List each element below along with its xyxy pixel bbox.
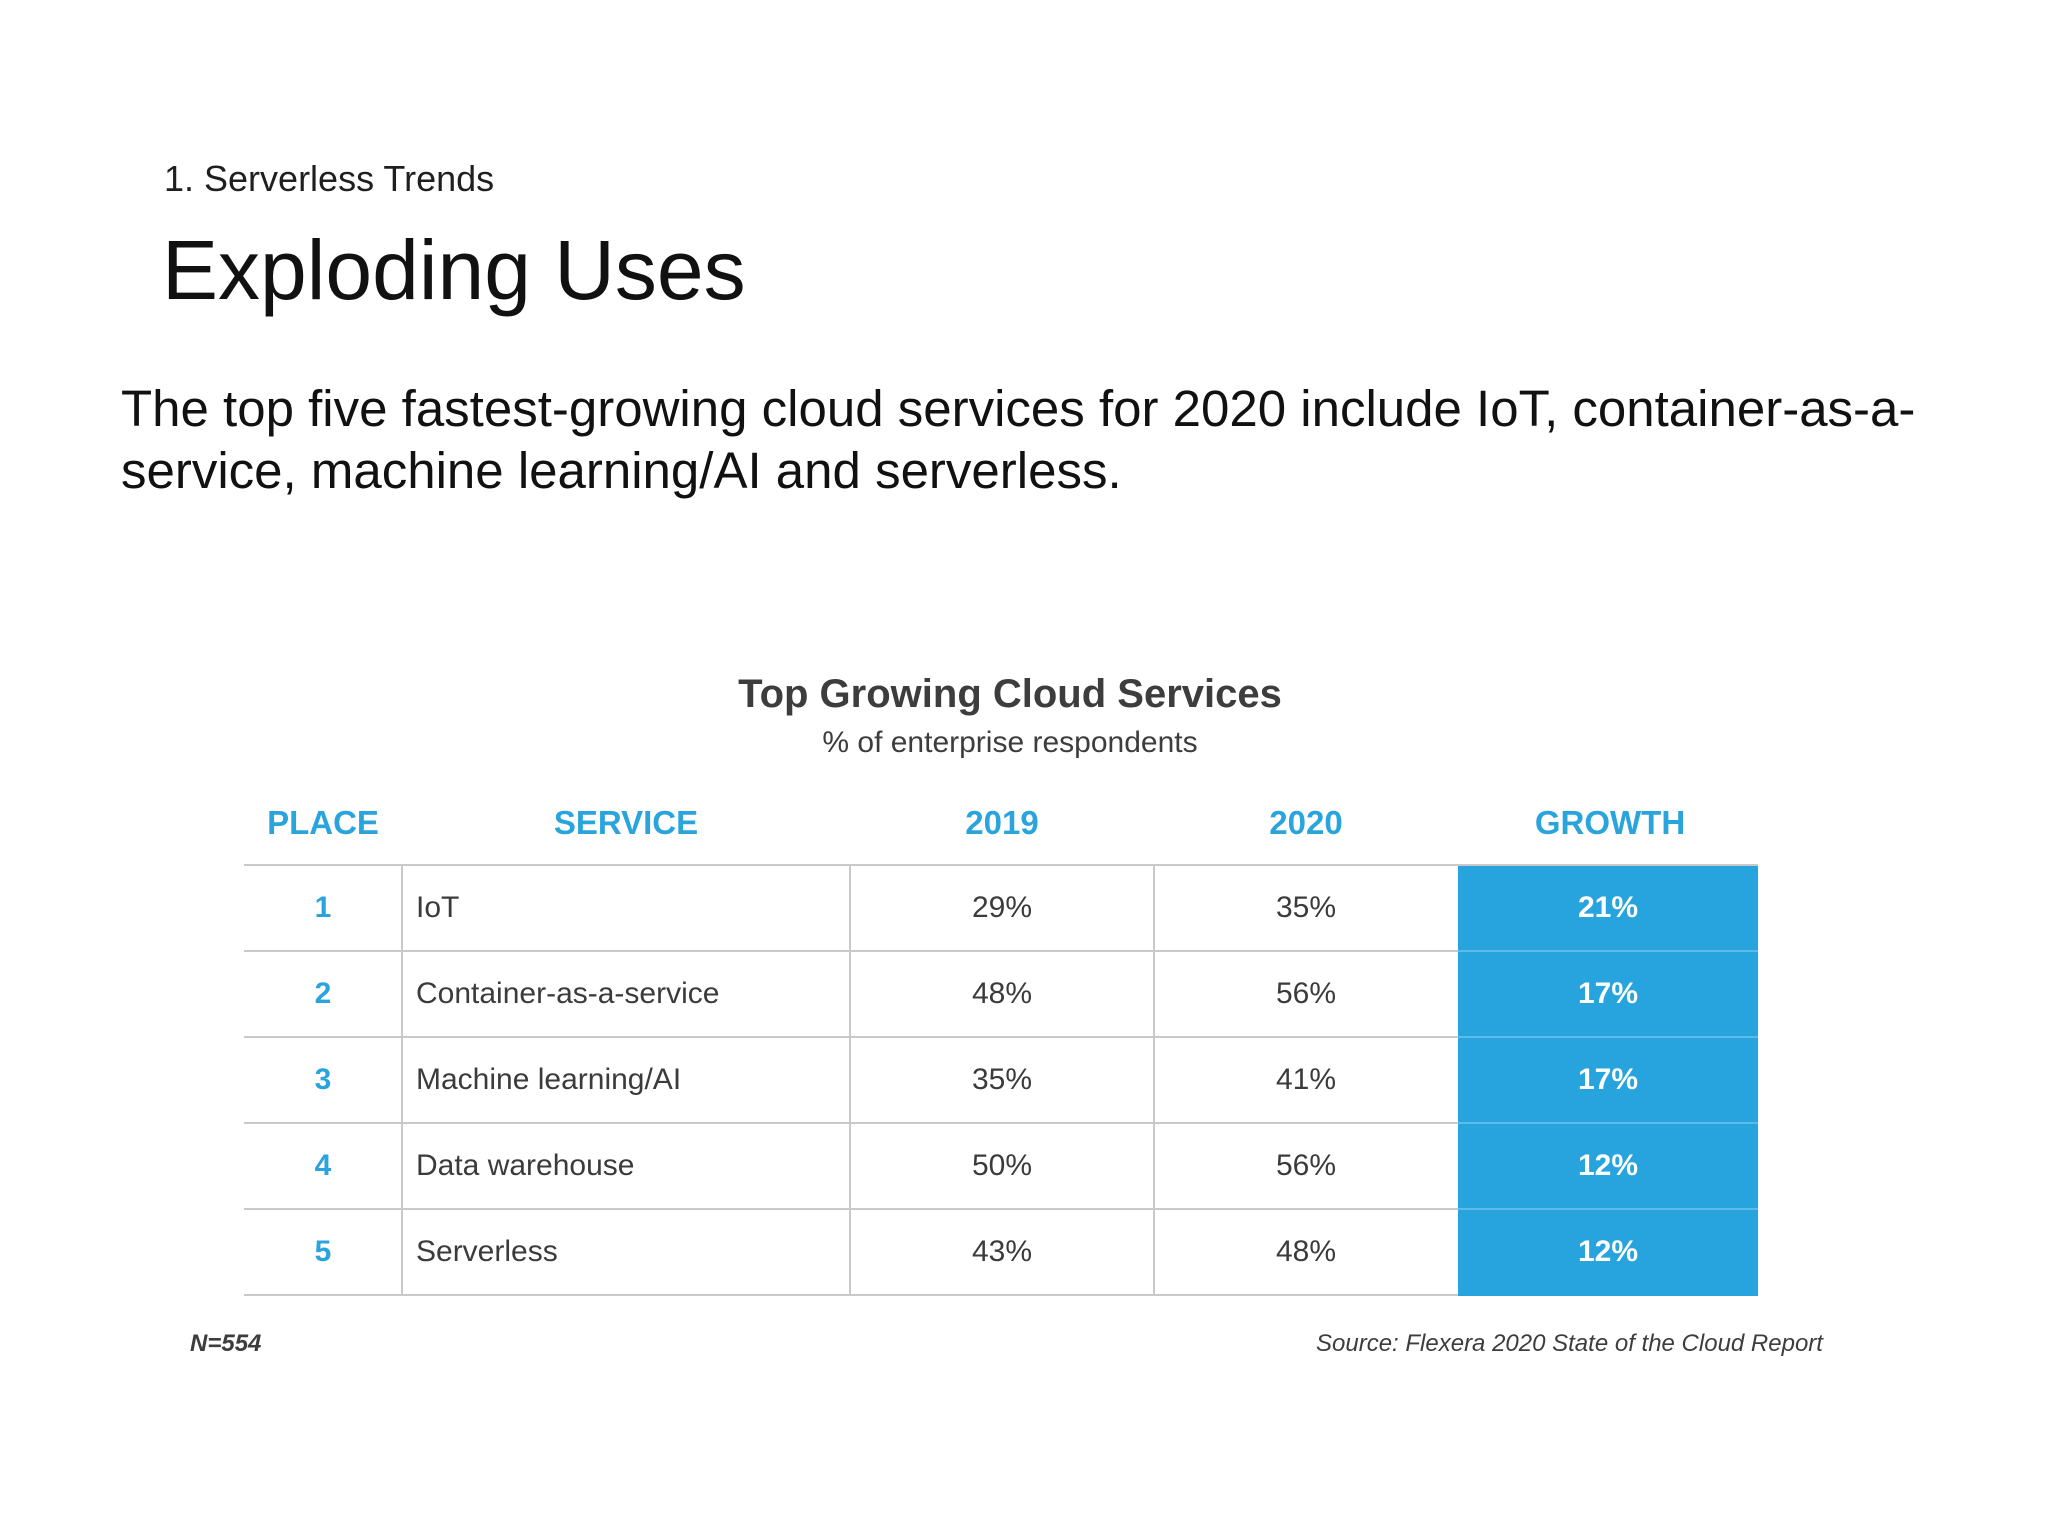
value-2020-cell: 48% [1275, 1235, 1337, 1268]
service-cell: Serverless [416, 1235, 558, 1268]
value-2019-cell: 35% [971, 1063, 1033, 1096]
service-cell: Container-as-a-service [416, 977, 720, 1010]
growth-cell: 12% [1458, 1210, 1758, 1294]
growth-cell: 12% [1458, 1124, 1758, 1208]
growth-cell: 17% [1458, 952, 1758, 1036]
slide-body-text: The top five fastest-growing cloud servi… [121, 380, 1916, 499]
growth-bottom-edge [1458, 1294, 1758, 1296]
column-header-growth: GROWTH [1534, 804, 1686, 841]
column-header-place: PLACE [267, 804, 379, 841]
growth-row-separator [1458, 950, 1758, 952]
chart-subtitle: % of enterprise respondents [822, 726, 1198, 759]
source-note: Source: Flexera 2020 State of the Cloud … [1316, 1330, 1823, 1357]
table-rule [244, 1122, 1458, 1124]
growth-cell: 21% [1458, 866, 1758, 950]
table-row: 5 Serverless 43% 48% 12% [244, 1210, 1758, 1296]
growth-row-separator [1458, 1208, 1758, 1210]
column-header-2019: 2019 [965, 804, 1039, 841]
place-cell: 5 [314, 1235, 332, 1268]
table-row: 2 Container-as-a-service 48% 56% 17% [244, 952, 1758, 1038]
growth-cell: 17% [1458, 1038, 1758, 1122]
table-rule [244, 1294, 1458, 1296]
table-rule [244, 1036, 1458, 1038]
table-column-divider [849, 866, 851, 1294]
table-row: 1 IoT 29% 35% 21% [244, 866, 1758, 952]
table-rule [244, 950, 1458, 952]
service-cell: Data warehouse [416, 1149, 635, 1182]
chart-title: Top Growing Cloud Services [738, 672, 1282, 716]
growth-row-separator [1458, 1122, 1758, 1124]
table-row: 4 Data warehouse 50% 56% 12% [244, 1124, 1758, 1210]
growth-row-separator [1458, 1036, 1758, 1038]
data-table: 1 IoT 29% 35% 21% 2 Container-as-a-service 48% 5… [244, 864, 1758, 1296]
table-row: 3 Machine learning/AI 35% 41% 17% [244, 1038, 1758, 1124]
value-2019-cell: 43% [971, 1235, 1033, 1268]
value-2020-cell: 56% [1275, 1149, 1337, 1182]
value-2020-cell: 35% [1275, 891, 1337, 924]
place-cell: 2 [314, 977, 332, 1010]
value-2019-cell: 50% [971, 1149, 1033, 1182]
place-cell: 1 [314, 891, 332, 924]
value-2020-cell: 56% [1275, 977, 1337, 1010]
column-header-2020: 2020 [1269, 804, 1343, 841]
column-header-service: SERVICE [553, 804, 699, 841]
slide-title: Exploding Uses [162, 223, 746, 317]
value-2019-cell: 29% [971, 891, 1033, 924]
service-cell: IoT [416, 891, 460, 924]
value-2019-cell: 48% [971, 977, 1033, 1010]
service-cell: Machine learning/AI [416, 1063, 682, 1096]
table-column-divider [1153, 866, 1155, 1294]
slide-section-label: 1. Serverless Trends [164, 158, 495, 199]
place-cell: 4 [314, 1149, 332, 1182]
value-2020-cell: 41% [1275, 1063, 1337, 1096]
table-rule-top [244, 864, 1758, 866]
place-cell: 3 [314, 1063, 332, 1096]
table-rule [244, 1208, 1458, 1210]
sample-size-note: N=554 [190, 1330, 262, 1357]
table-column-divider [401, 866, 403, 1294]
